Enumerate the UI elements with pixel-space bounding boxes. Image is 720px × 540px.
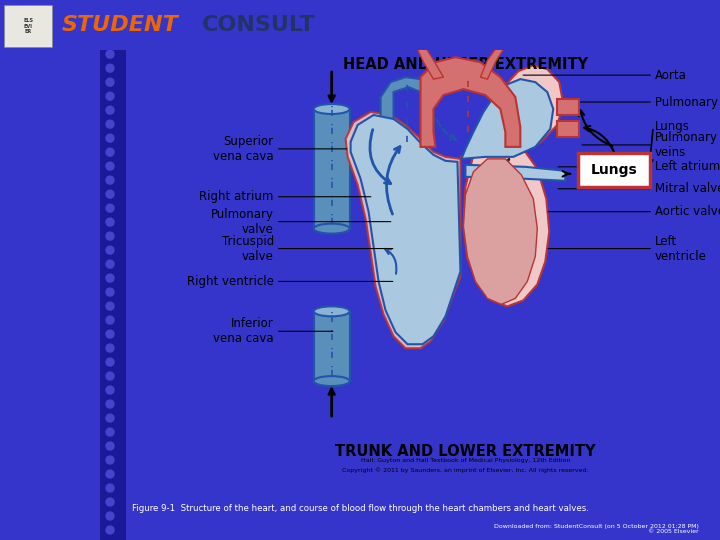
FancyBboxPatch shape: [4, 5, 52, 47]
Circle shape: [106, 190, 114, 198]
Circle shape: [106, 302, 114, 310]
Text: Right atrium: Right atrium: [199, 190, 274, 203]
Circle shape: [106, 316, 114, 324]
Circle shape: [106, 246, 114, 254]
Circle shape: [106, 442, 114, 450]
Circle shape: [106, 134, 114, 142]
FancyBboxPatch shape: [314, 312, 350, 381]
Text: HEAD AND UPPER EXTREMITY: HEAD AND UPPER EXTREMITY: [343, 57, 588, 72]
Text: Downloaded from: StudentConsult (on 5 October 2012 01:28 PM)
© 2005 Elsevier: Downloaded from: StudentConsult (on 5 Oc…: [493, 524, 698, 535]
Circle shape: [106, 120, 114, 128]
Circle shape: [106, 218, 114, 226]
Text: TRUNK AND LOWER EXTREMITY: TRUNK AND LOWER EXTREMITY: [336, 444, 595, 459]
Circle shape: [106, 148, 114, 156]
Circle shape: [106, 358, 114, 366]
Circle shape: [106, 64, 114, 72]
Polygon shape: [351, 115, 460, 344]
Text: Copyright © 2011 by Saunders, an imprint of Elsevier, Inc. All rights reserved.: Copyright © 2011 by Saunders, an imprint…: [342, 468, 589, 474]
Circle shape: [106, 428, 114, 436]
Circle shape: [106, 288, 114, 296]
Circle shape: [106, 372, 114, 380]
Circle shape: [106, 50, 114, 58]
Text: Mitral valve: Mitral valve: [655, 183, 720, 195]
Polygon shape: [465, 165, 565, 181]
Text: Lungs: Lungs: [655, 120, 690, 133]
Circle shape: [106, 204, 114, 212]
Circle shape: [106, 78, 114, 86]
Circle shape: [106, 484, 114, 492]
Polygon shape: [464, 159, 537, 305]
Circle shape: [106, 232, 114, 240]
Text: Superior
vena cava: Superior vena cava: [213, 135, 274, 163]
FancyBboxPatch shape: [314, 109, 350, 228]
FancyBboxPatch shape: [578, 153, 650, 187]
Text: Pulmonary
veins: Pulmonary veins: [655, 131, 718, 159]
Circle shape: [106, 92, 114, 100]
Polygon shape: [480, 49, 503, 79]
Text: Left
ventricle: Left ventricle: [655, 234, 707, 262]
Circle shape: [106, 274, 114, 282]
Circle shape: [106, 414, 114, 422]
Text: Aorta: Aorta: [655, 69, 687, 82]
Text: Pulmonary
valve: Pulmonary valve: [211, 208, 274, 235]
Text: Left atrium: Left atrium: [655, 160, 720, 173]
Circle shape: [106, 162, 114, 170]
Text: Aortic valve: Aortic valve: [655, 205, 720, 218]
FancyBboxPatch shape: [557, 121, 579, 137]
Text: Lungs: Lungs: [591, 163, 637, 177]
Circle shape: [106, 526, 114, 534]
Circle shape: [106, 470, 114, 478]
Polygon shape: [346, 112, 460, 348]
Ellipse shape: [314, 104, 350, 114]
Circle shape: [106, 512, 114, 520]
Circle shape: [106, 400, 114, 408]
Polygon shape: [420, 57, 521, 147]
Text: Figure 9-1  Structure of the heart, and course of blood flow through the heart c: Figure 9-1 Structure of the heart, and c…: [132, 504, 588, 512]
Circle shape: [106, 260, 114, 268]
Text: STUDENT: STUDENT: [62, 15, 179, 35]
Polygon shape: [381, 77, 433, 157]
Text: CONSULT: CONSULT: [202, 15, 315, 35]
Text: Right ventricle: Right ventricle: [187, 275, 274, 288]
Circle shape: [106, 176, 114, 184]
FancyBboxPatch shape: [100, 50, 126, 540]
Ellipse shape: [314, 376, 350, 386]
Circle shape: [106, 386, 114, 394]
Polygon shape: [460, 65, 563, 306]
Text: Pulmonary artery: Pulmonary artery: [655, 96, 720, 109]
Text: ELS
EVI
ER: ELS EVI ER: [23, 18, 33, 35]
Text: Hall: Guyton and Hall Textbook of Medical Physiology, 12th Edition: Hall: Guyton and Hall Textbook of Medica…: [361, 458, 570, 463]
FancyBboxPatch shape: [557, 99, 579, 115]
Circle shape: [106, 498, 114, 506]
Ellipse shape: [314, 306, 350, 316]
Circle shape: [106, 456, 114, 464]
Circle shape: [106, 344, 114, 352]
Text: Tricuspid
valve: Tricuspid valve: [222, 234, 274, 262]
Text: Inferior
vena cava: Inferior vena cava: [213, 318, 274, 345]
Polygon shape: [418, 47, 444, 79]
Circle shape: [106, 106, 114, 114]
Polygon shape: [462, 79, 553, 159]
Ellipse shape: [314, 224, 350, 234]
Circle shape: [106, 330, 114, 338]
